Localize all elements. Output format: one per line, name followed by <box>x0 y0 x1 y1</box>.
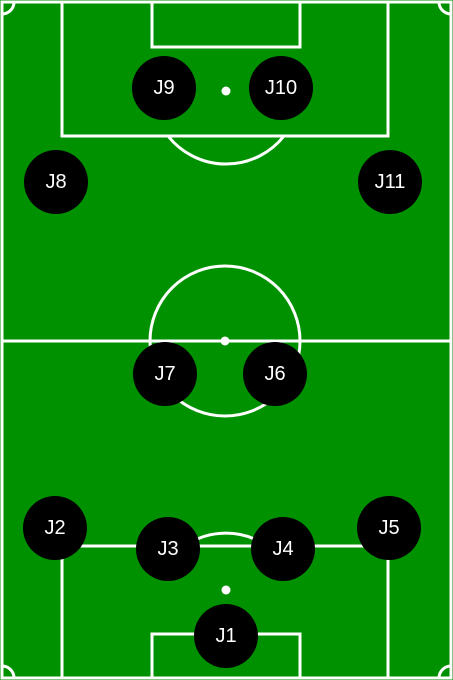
player-disc <box>132 56 196 120</box>
player-disc <box>357 496 421 560</box>
player-label: J4 <box>272 538 293 560</box>
player-j11: J11 <box>358 150 422 214</box>
player-disc <box>194 604 258 668</box>
player-disc <box>136 517 200 581</box>
player-j5: J5 <box>357 496 421 560</box>
corner-arc-bottom-right <box>437 664 452 679</box>
player-label: J3 <box>157 538 178 560</box>
player-disc <box>133 342 197 406</box>
top-penalty-area <box>60 2 390 138</box>
player-j10: J10 <box>249 56 313 120</box>
corner-arc-top-left <box>1 1 16 16</box>
player-disc <box>251 517 315 581</box>
player-label: J7 <box>154 363 175 385</box>
bottom-penalty-spot <box>221 585 231 595</box>
player-j8: J8 <box>24 150 88 214</box>
player-label: J10 <box>265 77 297 99</box>
player-label: J6 <box>264 363 285 385</box>
player-label: J2 <box>44 517 65 539</box>
player-label: J9 <box>153 77 174 99</box>
player-label: J8 <box>45 171 66 193</box>
player-disc <box>358 150 422 214</box>
player-disc <box>24 150 88 214</box>
top-penalty-arc <box>166 135 286 166</box>
player-j3: J3 <box>136 517 200 581</box>
corner-arc-top-right <box>437 1 452 16</box>
corner-arc-bottom-left <box>1 664 16 679</box>
player-label: J11 <box>375 171 406 193</box>
player-j7: J7 <box>133 342 197 406</box>
player-j1: J1 <box>194 604 258 668</box>
bottom-penalty-area <box>60 544 390 678</box>
player-label: J1 <box>215 625 236 647</box>
players-group: J1 J2 J3 J4 J5 J6 <box>23 56 422 668</box>
player-j4: J4 <box>251 517 315 581</box>
player-disc <box>243 342 307 406</box>
player-disc <box>23 496 87 560</box>
centre-spot <box>220 336 230 346</box>
player-label: J5 <box>378 517 399 539</box>
player-j6: J6 <box>243 342 307 406</box>
player-j9: J9 <box>132 56 196 120</box>
player-disc <box>249 56 313 120</box>
top-penalty-spot <box>221 86 231 96</box>
player-j2: J2 <box>23 496 87 560</box>
centre-circle <box>148 264 302 418</box>
top-goal-area <box>150 2 302 49</box>
